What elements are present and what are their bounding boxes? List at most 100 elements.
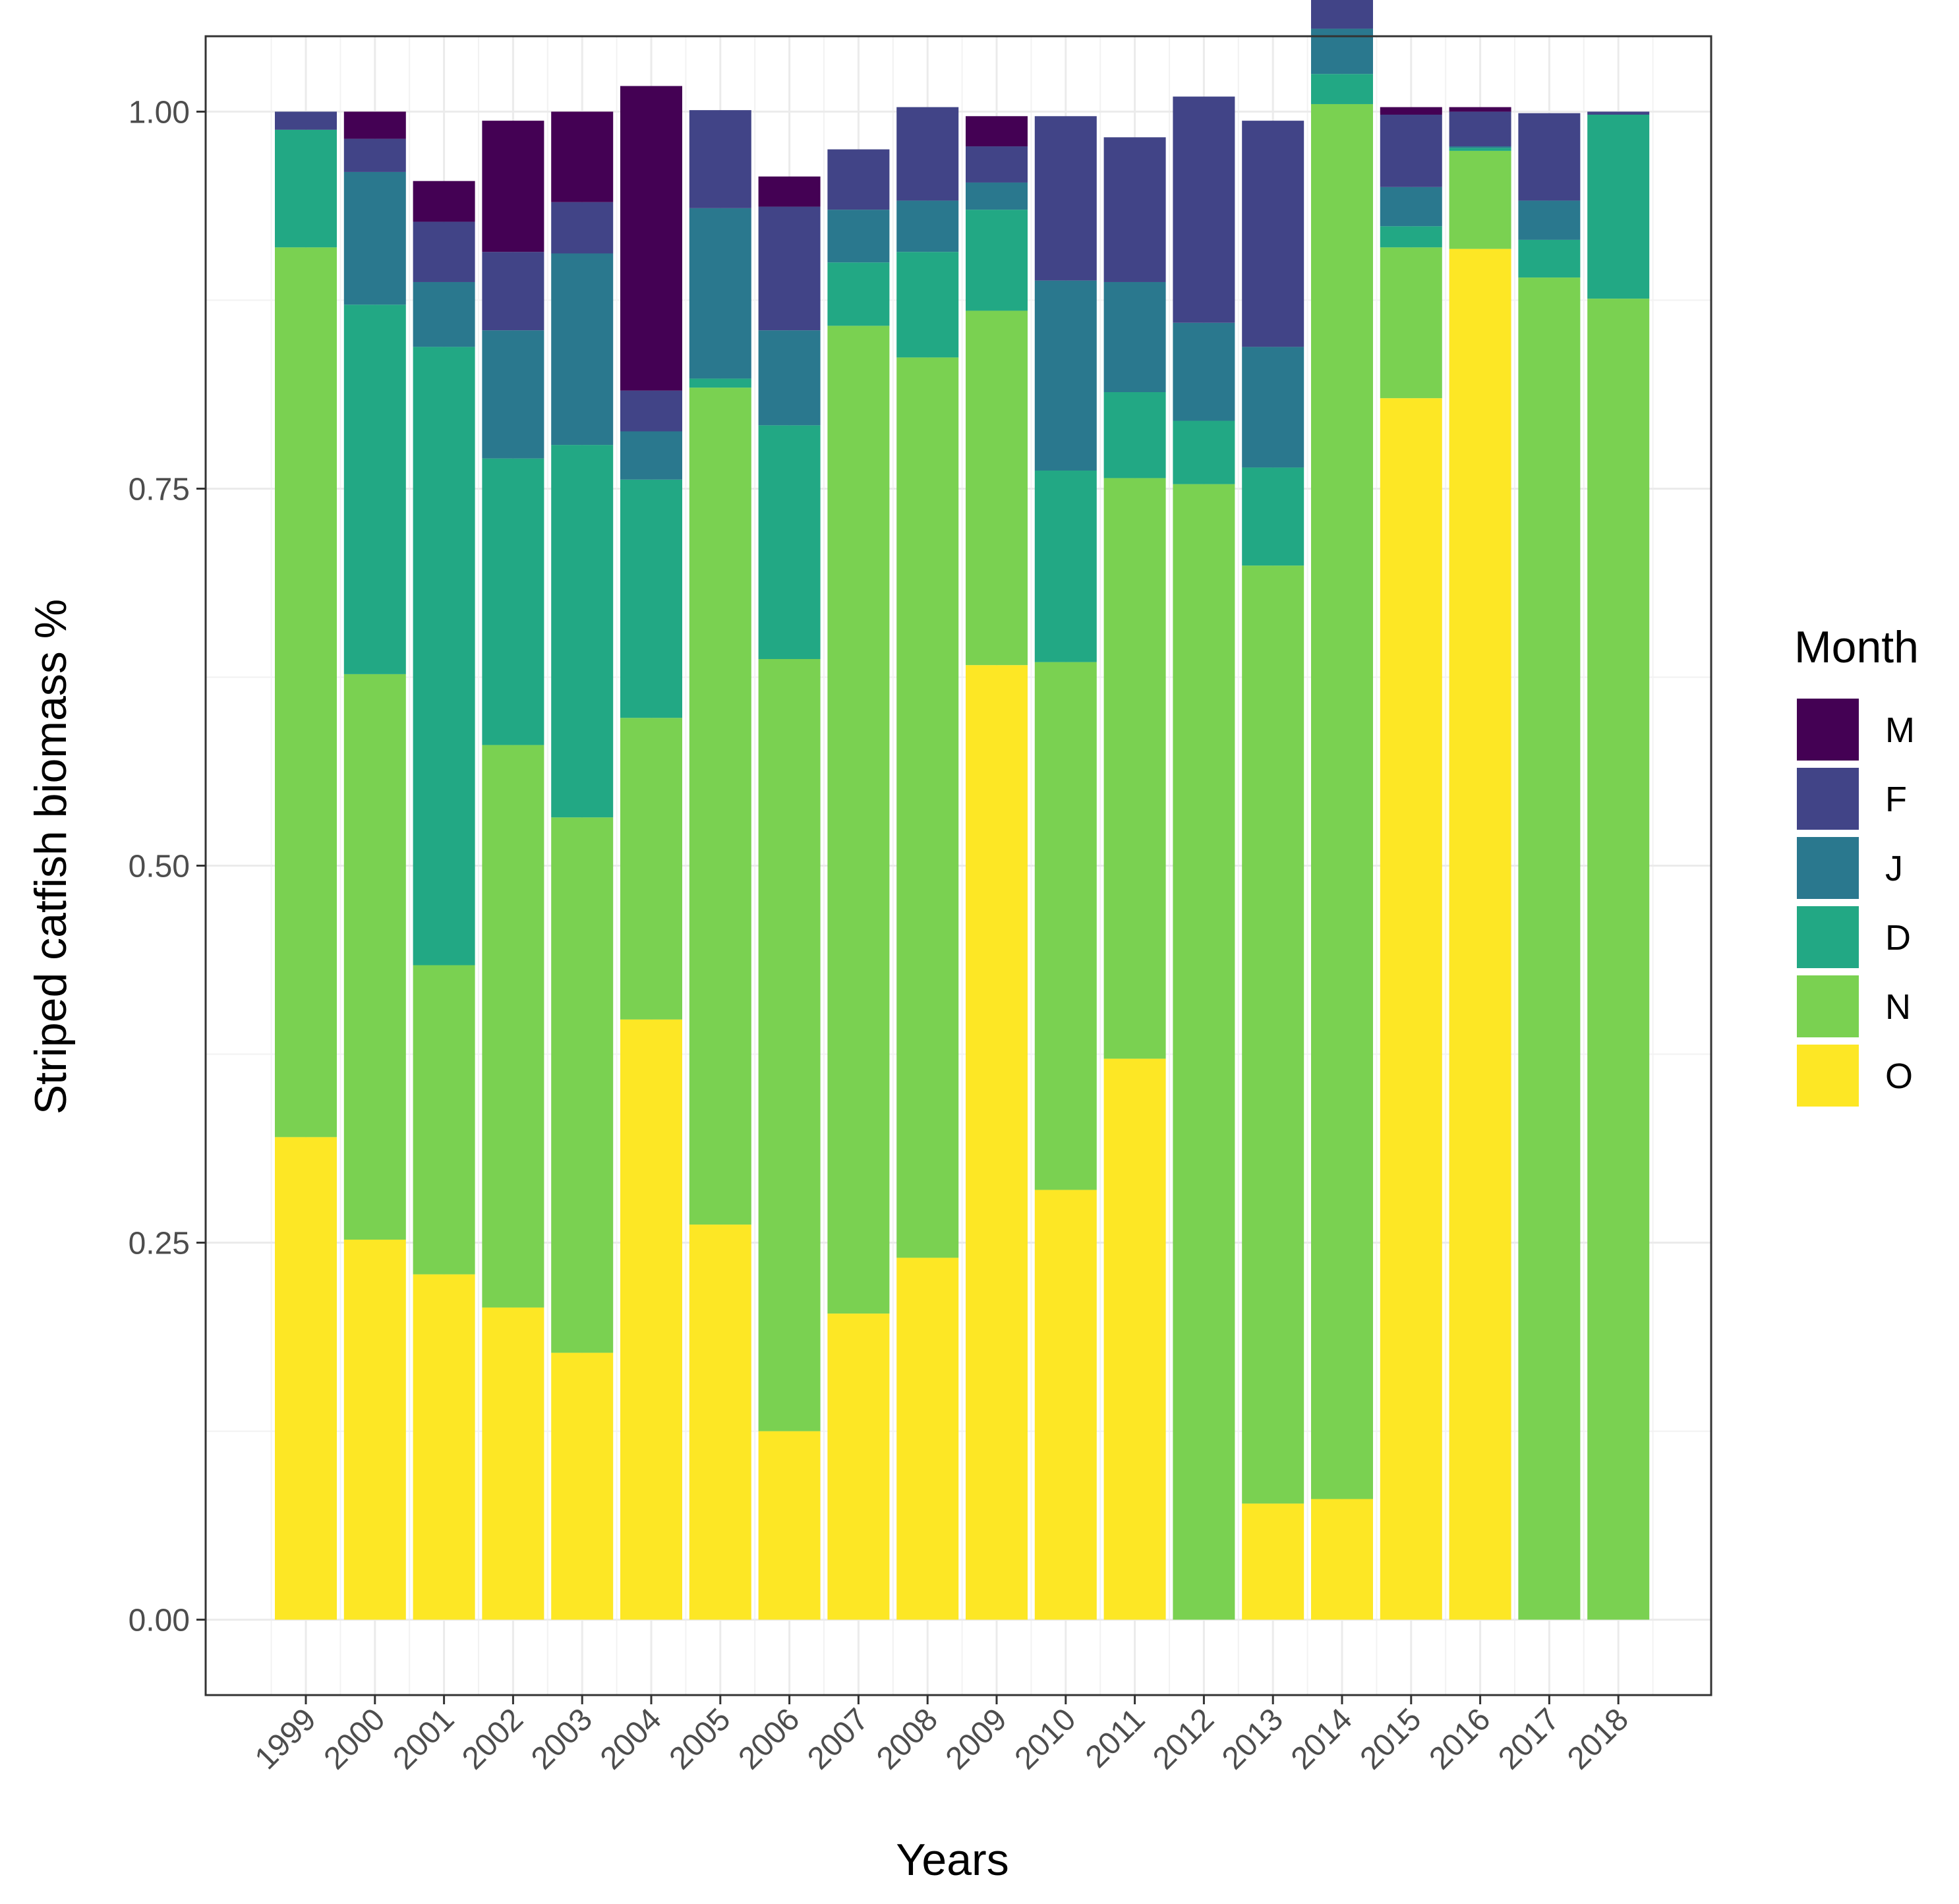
- x-tick-label: 2016: [1422, 1702, 1497, 1776]
- bar-segment-1999-F: [275, 111, 337, 130]
- bar-segment-2006-F: [758, 206, 821, 331]
- bar-segment-2000-D: [343, 304, 406, 674]
- x-tick-label: 2012: [1146, 1702, 1221, 1776]
- bar-segment-2005-N: [689, 388, 751, 1225]
- bar-segment-2004-O: [620, 1019, 682, 1620]
- bar-segment-2011-O: [1103, 1058, 1166, 1620]
- bar-segment-2017-D: [1518, 239, 1581, 278]
- bar-segment-2016-M: [1449, 107, 1511, 112]
- bar-segment-2010-O: [1034, 1190, 1097, 1620]
- x-tick-label: 2005: [663, 1702, 738, 1776]
- bar-segment-2015-M: [1380, 107, 1442, 115]
- y-tick-label: 0.50: [129, 850, 190, 884]
- bar-segment-2016-N: [1449, 150, 1511, 249]
- bar-segment-2009-J: [966, 182, 1028, 210]
- bar-segment-2000-O: [343, 1239, 406, 1620]
- bar-segment-2001-D: [413, 347, 475, 966]
- bar-segment-2015-O: [1380, 398, 1442, 1620]
- bar-segment-2016-O: [1449, 248, 1511, 1620]
- bar-segment-2008-F: [896, 107, 959, 201]
- x-tick-label: 2010: [1009, 1702, 1083, 1776]
- bar-segment-2001-J: [413, 281, 475, 347]
- y-tick-label: 0.75: [129, 472, 190, 507]
- bar-segment-2017-N: [1518, 277, 1581, 1620]
- bar-segment-2003-J: [551, 253, 614, 446]
- bar-segment-2002-O: [482, 1307, 544, 1620]
- legend-key-O: [1797, 1045, 1859, 1107]
- bar-segment-2010-F: [1034, 116, 1097, 281]
- legend-label-J: J: [1885, 849, 1903, 888]
- bar-segment-2006-D: [758, 425, 821, 660]
- x-tick-label: 2003: [525, 1702, 599, 1776]
- bar-segment-2012-N: [1173, 484, 1235, 1620]
- bar-segment-2001-F: [413, 221, 475, 282]
- y-tick-label: 0.00: [129, 1603, 190, 1638]
- x-tick-label: 2004: [594, 1702, 668, 1776]
- legend-title: Month: [1794, 622, 1919, 672]
- bar-segment-2009-O: [966, 665, 1028, 1620]
- legend-label-M: M: [1885, 710, 1915, 750]
- bar-segment-2011-N: [1103, 478, 1166, 1059]
- bar-segment-2009-N: [966, 310, 1028, 666]
- bar-segment-2014-O: [1311, 1499, 1373, 1620]
- x-tick-label: 2015: [1354, 1702, 1428, 1776]
- legend-label-D: D: [1885, 918, 1911, 958]
- x-tick-label: 2011: [1079, 1702, 1152, 1774]
- bar-segment-2015-N: [1380, 247, 1442, 399]
- legend-key-M: [1797, 699, 1859, 761]
- bar-segment-2016-J: [1449, 146, 1511, 148]
- legend-key-D: [1797, 906, 1859, 968]
- x-tick-label: 2007: [801, 1702, 875, 1776]
- legend-key-N: [1797, 975, 1859, 1037]
- bar-segment-2013-N: [1242, 565, 1304, 1504]
- bar-segment-2007-O: [827, 1313, 890, 1620]
- bar-segment-1999-D: [275, 129, 337, 248]
- bar-segment-2017-F: [1518, 113, 1581, 201]
- bar-segment-2000-M: [343, 111, 406, 139]
- bar-segment-2010-D: [1034, 470, 1097, 662]
- bar-segment-2000-J: [343, 171, 406, 305]
- bar-segment-2003-F: [551, 202, 614, 254]
- bar-segment-2008-D: [896, 252, 959, 358]
- x-tick-label: 2018: [1561, 1702, 1635, 1776]
- y-tick-label: 1.00: [129, 95, 190, 130]
- x-tick-label: 2013: [1215, 1702, 1290, 1776]
- bar-segment-2004-J: [620, 431, 682, 480]
- bar-segment-2014-N: [1311, 103, 1373, 1499]
- bar-segment-2013-J: [1242, 347, 1304, 468]
- bar-segment-2015-F: [1380, 114, 1442, 187]
- bar-segment-2013-D: [1242, 467, 1304, 566]
- x-axis-title: Years: [896, 1835, 1009, 1885]
- bar-segment-2013-F: [1242, 121, 1304, 347]
- legend-label-O: O: [1885, 1056, 1913, 1096]
- bar-segment-2006-M: [758, 176, 821, 207]
- bar-segment-2003-D: [551, 445, 614, 818]
- bar-segment-2007-F: [827, 149, 890, 210]
- bar-segment-2008-J: [896, 200, 959, 252]
- bar-segment-2005-J: [689, 208, 751, 379]
- bar-segment-2015-D: [1380, 226, 1442, 248]
- bar-segment-2011-J: [1103, 281, 1166, 393]
- legend-key-J: [1797, 837, 1859, 899]
- x-tick-label: 2002: [455, 1702, 530, 1776]
- bar-segment-2006-N: [758, 659, 821, 1431]
- bar-segment-2004-N: [620, 718, 682, 1020]
- bar-segment-2018-D: [1587, 114, 1650, 299]
- bar-segment-2005-O: [689, 1225, 751, 1620]
- y-axis-title: Striped catfish biomass %: [26, 599, 76, 1114]
- bar-segment-2012-F: [1173, 96, 1235, 323]
- x-tick-label: 2000: [318, 1702, 392, 1776]
- bar-segment-2017-J: [1518, 200, 1581, 240]
- bar-segment-2011-F: [1103, 137, 1166, 282]
- bar-segment-2008-O: [896, 1257, 959, 1620]
- bar-segment-2014-F: [1311, 0, 1373, 29]
- legend-label-F: F: [1885, 780, 1907, 819]
- x-tick-label: 1999: [249, 1702, 323, 1776]
- bar-segment-2016-F: [1449, 111, 1511, 147]
- bar-segment-2007-N: [827, 326, 890, 1314]
- x-tick-label: 2001: [386, 1702, 461, 1776]
- x-tick-label: 2009: [939, 1702, 1014, 1776]
- legend-key-F: [1797, 768, 1859, 830]
- bar-segment-2006-O: [758, 1431, 821, 1620]
- bar-segment-2010-J: [1034, 280, 1097, 471]
